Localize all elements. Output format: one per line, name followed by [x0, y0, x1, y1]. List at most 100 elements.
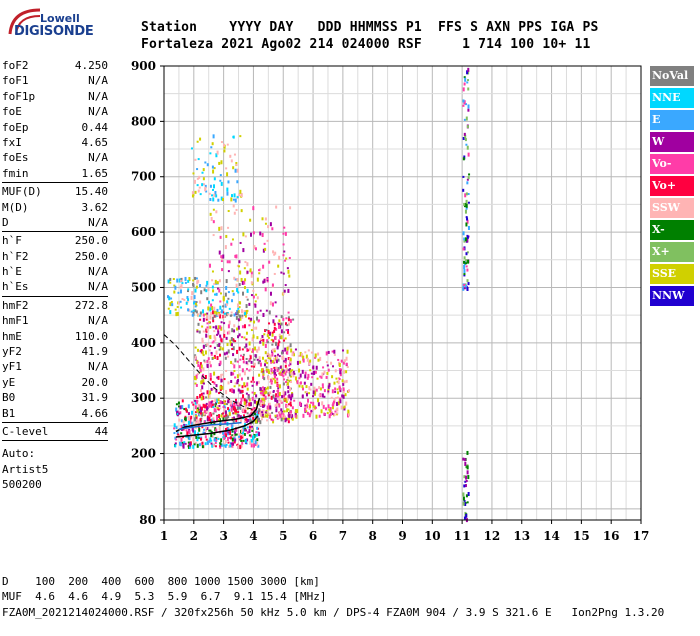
echo-point: [218, 161, 221, 165]
legend-item-w: W: [650, 132, 694, 152]
echo-point: [179, 405, 182, 410]
echo-point: [243, 312, 246, 316]
echo-point: [264, 329, 267, 333]
echo-point: [187, 416, 190, 421]
echo-point: [260, 399, 263, 403]
echo-point: [172, 277, 175, 280]
echo-point: [202, 344, 205, 349]
echo-point: [191, 410, 194, 415]
echo-point: [288, 274, 291, 278]
echo-point: [286, 404, 289, 407]
echo-point: [253, 399, 256, 404]
echo-point: [239, 358, 242, 361]
echo-point: [200, 349, 203, 352]
echo-point: [466, 219, 469, 224]
echo-point: [277, 384, 280, 387]
echo-point: [206, 297, 209, 301]
echo-point: [262, 264, 265, 269]
echo-point: [205, 409, 208, 413]
echo-point: [463, 256, 466, 260]
echo-point: [306, 411, 309, 415]
echo-point: [199, 318, 202, 321]
echo-point: [251, 391, 254, 394]
x-tick-label: 8: [369, 529, 377, 543]
echo-point: [197, 420, 200, 424]
echo-point: [285, 403, 288, 408]
echo-point: [466, 450, 469, 455]
echo-point: [210, 422, 213, 425]
echo-point: [233, 313, 236, 317]
echo-point: [327, 350, 330, 354]
echo-point: [310, 410, 313, 414]
echo-point: [209, 437, 212, 442]
echo-point: [276, 346, 279, 350]
echo-point: [223, 408, 226, 413]
param-value: 250.0: [74, 249, 108, 263]
echo-point: [209, 184, 212, 188]
echo-point: [184, 442, 187, 445]
param-row: foEs N/A: [2, 150, 108, 165]
echo-point: [206, 322, 209, 325]
echo-point: [253, 358, 256, 361]
echo-point: [466, 125, 469, 129]
echo-point: [189, 417, 192, 420]
echo-point: [334, 390, 337, 393]
echo-point: [243, 398, 246, 402]
echo-point: [228, 408, 231, 412]
echo-point: [177, 291, 180, 294]
echo-point: [288, 256, 291, 259]
echo-point: [277, 367, 280, 371]
echo-point: [342, 388, 345, 392]
echo-point: [325, 407, 328, 411]
echo-point: [196, 443, 199, 448]
echo-point: [258, 356, 261, 361]
echo-point: [236, 303, 239, 308]
echo-point: [465, 216, 468, 219]
echo-point: [271, 348, 274, 352]
echo-point: [246, 438, 249, 442]
echo-point: [169, 281, 172, 284]
echo-point: [199, 137, 202, 141]
echo-point: [253, 320, 256, 324]
echo-point: [466, 238, 469, 243]
echo-point: [303, 407, 306, 412]
echo-point: [209, 377, 212, 381]
echo-point: [223, 444, 226, 447]
echo-point: [271, 227, 274, 231]
echo-point: [274, 416, 277, 419]
echo-point: [328, 383, 331, 388]
param-value: N/A: [88, 151, 108, 165]
echo-point: [226, 436, 229, 441]
echo-point: [233, 408, 236, 411]
echo-point: [255, 394, 258, 398]
echo-point: [325, 351, 328, 356]
echo-point: [232, 166, 235, 170]
echo-point: [327, 368, 330, 372]
echo-point: [225, 279, 228, 284]
echo-point: [227, 349, 230, 354]
param-value: N/A: [88, 265, 108, 279]
echo-point: [282, 338, 285, 341]
echo-point: [306, 357, 309, 362]
echo-point: [332, 400, 335, 404]
param-row: B0 31.9: [2, 390, 108, 405]
echo-point: [327, 385, 330, 390]
echo-point: [199, 311, 202, 315]
echo-point: [210, 351, 213, 354]
echo-point: [243, 401, 246, 406]
echo-point: [465, 265, 468, 268]
echo-point: [344, 393, 347, 397]
echo-point: [276, 369, 279, 373]
echo-point: [236, 168, 239, 173]
echo-point: [307, 373, 310, 378]
echo-point: [217, 330, 220, 335]
echo-point: [463, 475, 466, 479]
echo-point: [202, 367, 205, 372]
echo-point: [267, 341, 270, 344]
echo-point: [226, 191, 229, 196]
echo-point: [206, 328, 209, 332]
echo-point: [259, 387, 262, 392]
echo-point: [298, 377, 301, 380]
echo-point: [301, 369, 304, 374]
echo-point: [220, 378, 223, 383]
